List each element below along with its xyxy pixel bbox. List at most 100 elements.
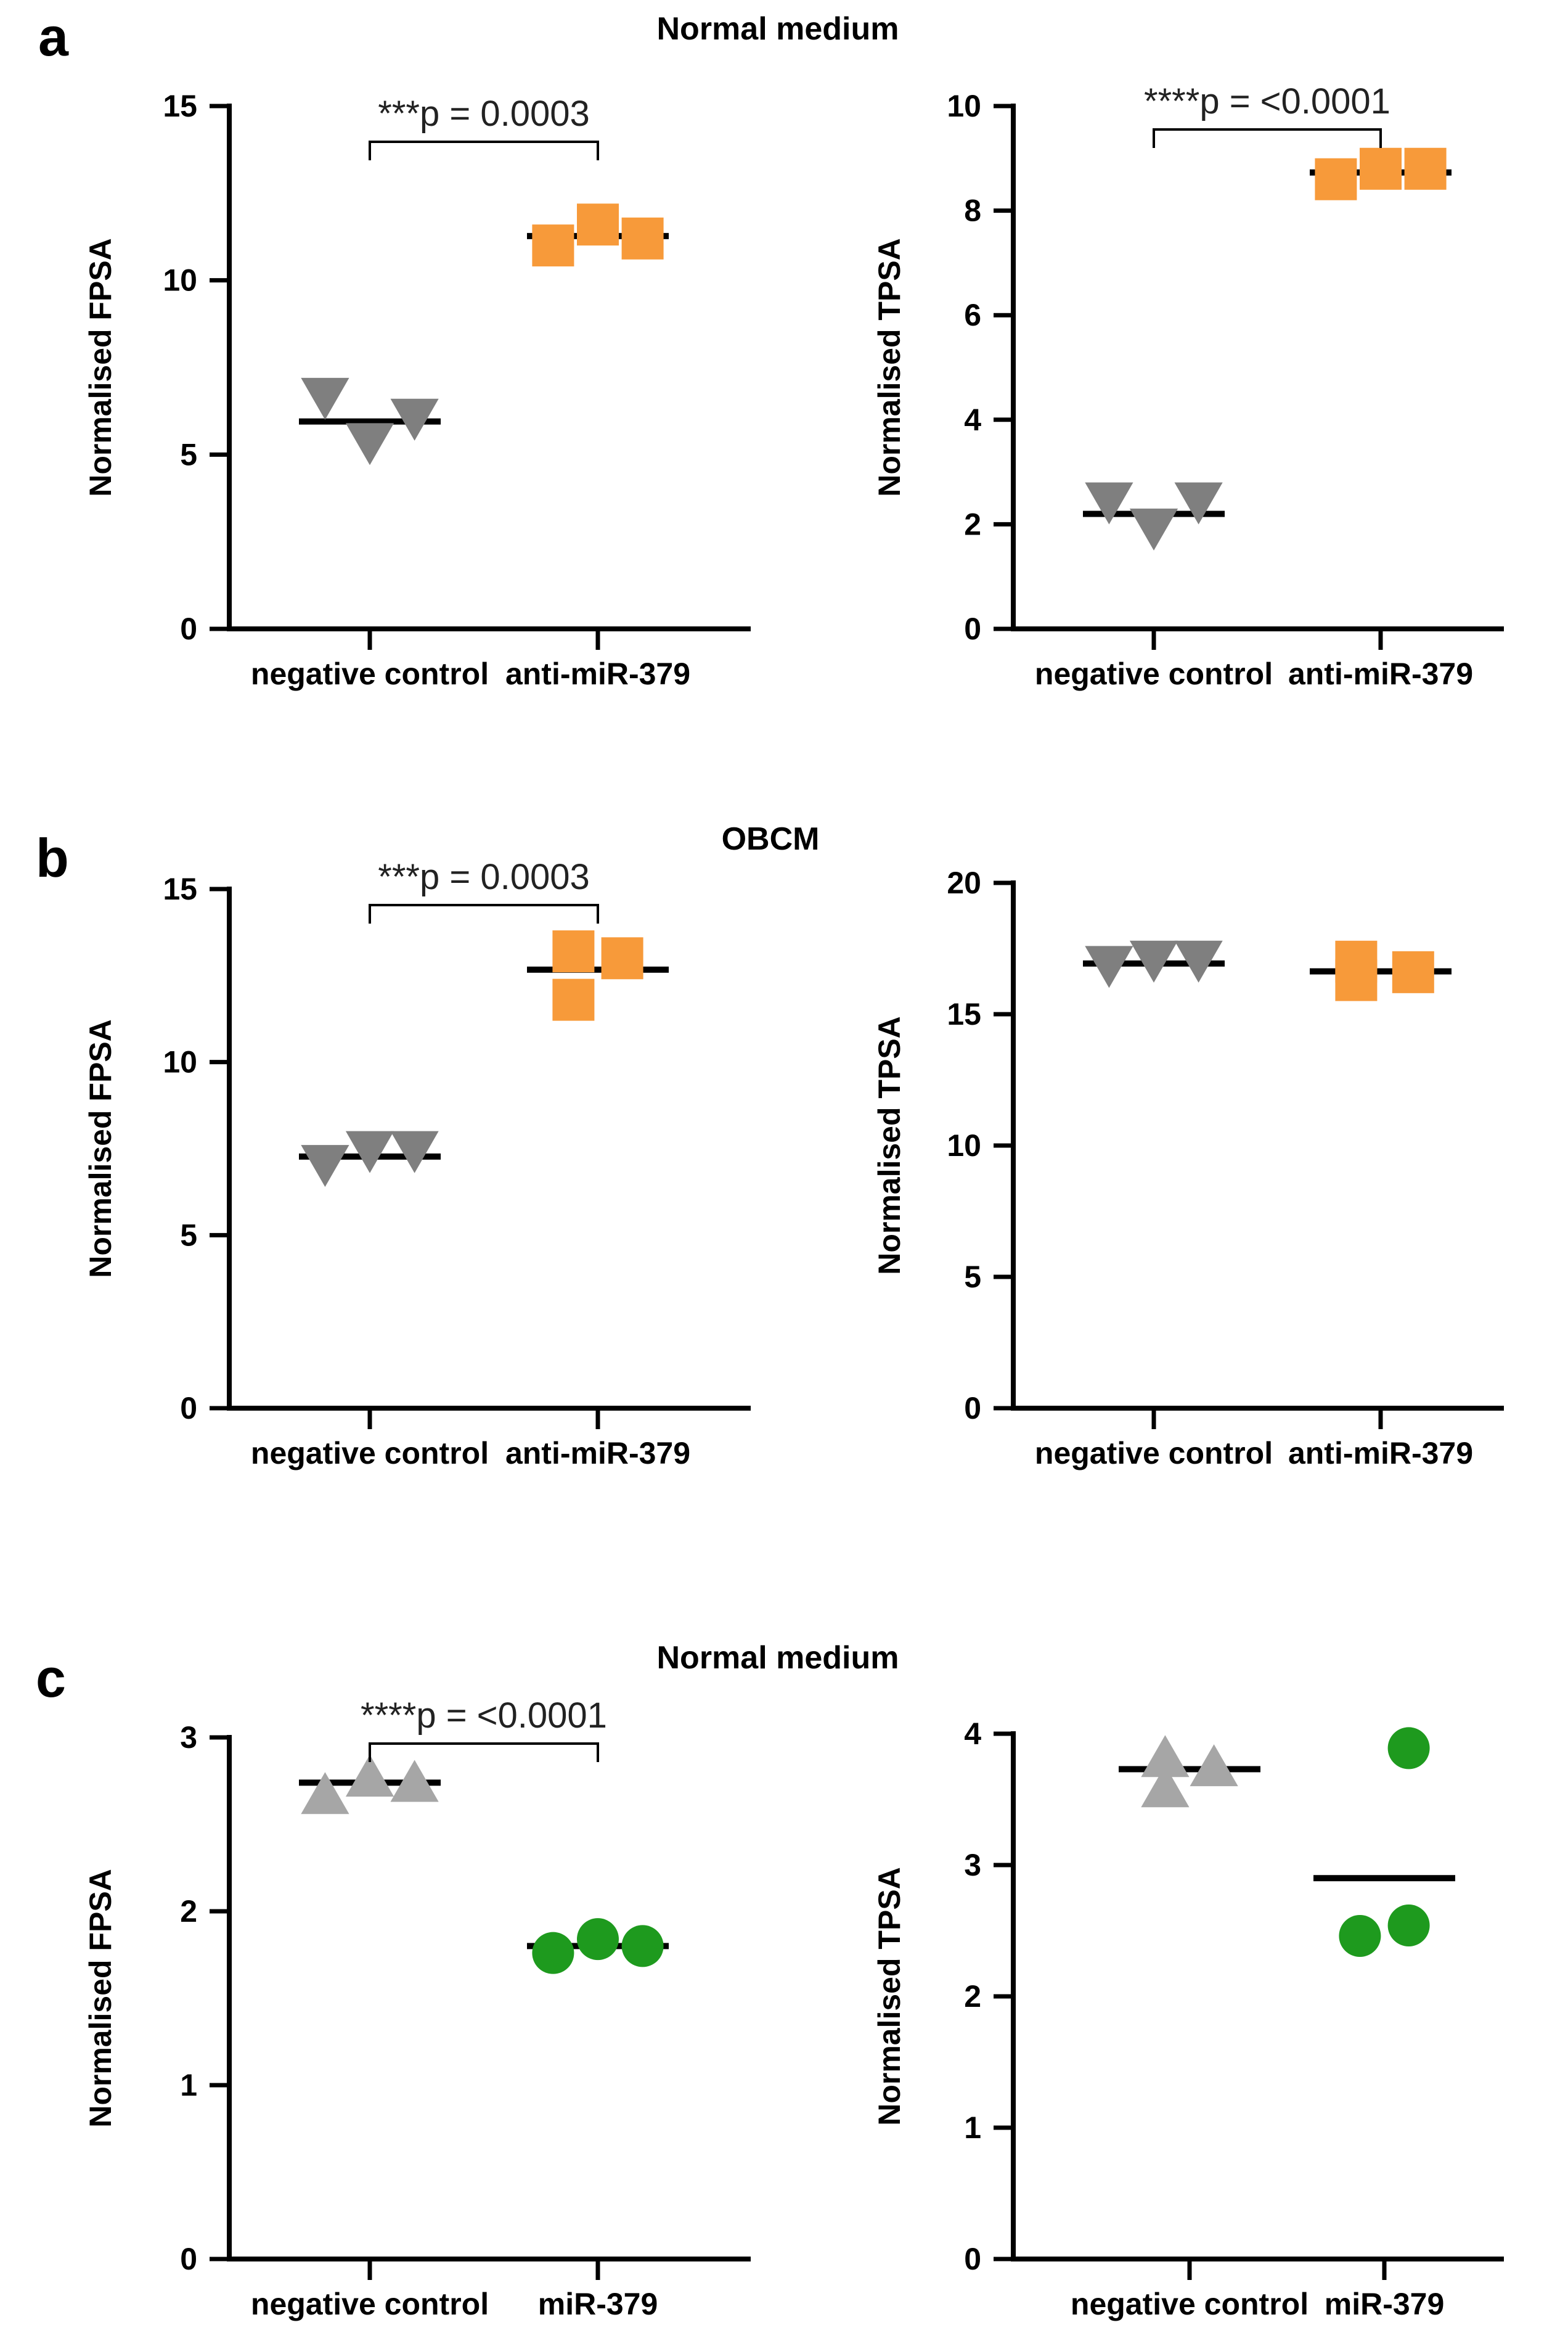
data-point-square bbox=[552, 930, 595, 973]
data-point-square bbox=[552, 978, 595, 1021]
data-point-triangle-down bbox=[1129, 508, 1178, 551]
data-point-triangle-down bbox=[390, 1131, 439, 1173]
data-point-triangle-down bbox=[1085, 946, 1133, 988]
data-point-triangle-up bbox=[1141, 1735, 1190, 1777]
significance-bracket bbox=[369, 141, 599, 160]
chart-c-left: 0 1 2 3 Normalised FPSA negative control miR-3… bbox=[83, 1695, 751, 2321]
y-tick-label: 4 bbox=[964, 1716, 981, 1751]
y-axis-label: Normalised TPSA bbox=[872, 238, 907, 497]
chart-c-right: 0 1 2 3 4 Normalised TPSA negative control miR-… bbox=[872, 1716, 1504, 2321]
x-tick-label: miR-379 bbox=[538, 2287, 658, 2321]
y-axis-label: Normalised TPSA bbox=[872, 1867, 907, 2126]
y-tick-label: 5 bbox=[180, 437, 197, 472]
data-point-triangle-up bbox=[301, 1772, 349, 1814]
significance-label: ***p = 0.0003 bbox=[378, 94, 589, 134]
panel-label-c: c bbox=[36, 1647, 66, 1708]
data-point-square bbox=[1404, 147, 1447, 190]
panel-heading-a: Normal medium bbox=[657, 11, 899, 47]
y-tick-label: 0 bbox=[180, 1391, 197, 1425]
x-tick-label: anti-miR-379 bbox=[505, 1436, 690, 1470]
data-point-triangle-up bbox=[1190, 1744, 1238, 1787]
y-tick-label: 0 bbox=[964, 2242, 981, 2276]
data-point-circle bbox=[1387, 1727, 1430, 1769]
chart-b-left: 0 5 10 15 Normalised FPSA negative control ant… bbox=[83, 857, 751, 1470]
x-tick-label: anti-miR-379 bbox=[505, 657, 690, 691]
data-point-triangle-down bbox=[345, 1131, 394, 1173]
data-point-triangle-down bbox=[1129, 940, 1178, 983]
y-tick-label: 0 bbox=[964, 612, 981, 646]
panel-heading-b: OBCM bbox=[722, 821, 820, 857]
y-tick-label: 8 bbox=[964, 194, 981, 228]
y-tick-label: 2 bbox=[964, 507, 981, 541]
data-point-triangle-up bbox=[345, 1755, 394, 1797]
significance-bracket bbox=[369, 1742, 599, 1762]
data-point-square bbox=[1392, 951, 1434, 993]
data-point-triangle-down bbox=[301, 377, 349, 420]
y-tick-label: 15 bbox=[163, 89, 197, 123]
y-tick-label: 1 bbox=[964, 2110, 981, 2145]
y-tick-label: 3 bbox=[964, 1848, 981, 1882]
significance-label: ***p = 0.0003 bbox=[378, 857, 589, 897]
data-point-circle bbox=[621, 1925, 664, 1967]
data-point-square bbox=[601, 937, 643, 980]
y-tick-label: 5 bbox=[964, 1260, 981, 1294]
significance-label: ****p = <0.0001 bbox=[361, 1695, 607, 1736]
x-tick-label: negative control bbox=[1035, 657, 1273, 691]
y-axis-label: Normalised FPSA bbox=[83, 238, 118, 497]
y-tick-label: 0 bbox=[180, 612, 197, 646]
y-tick-label: 4 bbox=[964, 403, 981, 437]
x-tick-label: anti-miR-379 bbox=[1288, 1436, 1473, 1470]
y-tick-label: 15 bbox=[947, 997, 981, 1031]
x-tick-label: negative control bbox=[251, 2287, 489, 2321]
data-point-triangle-down bbox=[1174, 940, 1223, 983]
significance-bracket bbox=[369, 904, 599, 924]
data-point-square bbox=[1315, 158, 1357, 200]
panel-heading-c: Normal medium bbox=[657, 1640, 899, 1676]
data-point-triangle-down bbox=[1085, 482, 1133, 525]
y-tick-label: 0 bbox=[180, 2242, 197, 2276]
data-point-triangle-up bbox=[1141, 1765, 1190, 1808]
data-point-square bbox=[1335, 959, 1378, 1001]
y-axis-label: Normalised FPSA bbox=[83, 1869, 118, 2128]
data-point-triangle-down bbox=[390, 398, 439, 441]
y-tick-label: 2 bbox=[964, 1979, 981, 2014]
data-point-square bbox=[532, 224, 574, 267]
data-point-triangle-down bbox=[345, 423, 394, 465]
data-point-square bbox=[621, 217, 664, 260]
x-tick-label: negative control bbox=[1071, 2287, 1309, 2321]
panel-label-a: a bbox=[38, 6, 69, 67]
data-point-square bbox=[577, 203, 619, 246]
data-point-circle bbox=[1339, 1915, 1381, 1958]
y-tick-label: 15 bbox=[163, 872, 197, 906]
data-point-circle bbox=[1387, 1904, 1430, 1946]
y-tick-label: 10 bbox=[163, 263, 197, 298]
data-point-square bbox=[1360, 147, 1402, 190]
y-tick-label: 10 bbox=[947, 89, 981, 123]
x-tick-label: miR-379 bbox=[1325, 2287, 1445, 2321]
x-tick-label: anti-miR-379 bbox=[1288, 657, 1473, 691]
panel-label-b: b bbox=[36, 827, 69, 888]
chart-b-right: 0 5 10 15 20 Normalised TPSA negative control a… bbox=[872, 866, 1504, 1470]
data-point-circle bbox=[577, 1918, 619, 1961]
y-axis-label: Normalised FPSA bbox=[83, 1019, 118, 1278]
data-point-triangle-up bbox=[390, 1760, 439, 1802]
y-tick-label: 20 bbox=[947, 866, 981, 900]
y-tick-label: 1 bbox=[180, 2068, 197, 2102]
y-tick-label: 0 bbox=[964, 1391, 981, 1425]
chart-a-left: 0 5 10 15 Normalised FPSA negative control ant… bbox=[83, 89, 751, 691]
y-tick-label: 3 bbox=[180, 1720, 197, 1755]
y-axis-label: Normalised TPSA bbox=[872, 1016, 907, 1275]
data-point-triangle-down bbox=[1174, 482, 1223, 525]
data-point-triangle-down bbox=[301, 1145, 349, 1187]
x-tick-label: negative control bbox=[251, 1436, 489, 1470]
data-point-circle bbox=[532, 1932, 574, 1974]
y-tick-label: 10 bbox=[163, 1045, 197, 1080]
y-tick-label: 5 bbox=[180, 1218, 197, 1252]
significance-bracket bbox=[1153, 128, 1382, 148]
y-tick-label: 6 bbox=[964, 298, 981, 332]
y-tick-label: 2 bbox=[180, 1894, 197, 1929]
x-tick-label: negative control bbox=[251, 657, 489, 691]
x-tick-label: negative control bbox=[1035, 1436, 1273, 1470]
chart-a-right: 0 2 4 6 8 10 Normalised TPSA negative control an… bbox=[872, 81, 1504, 691]
